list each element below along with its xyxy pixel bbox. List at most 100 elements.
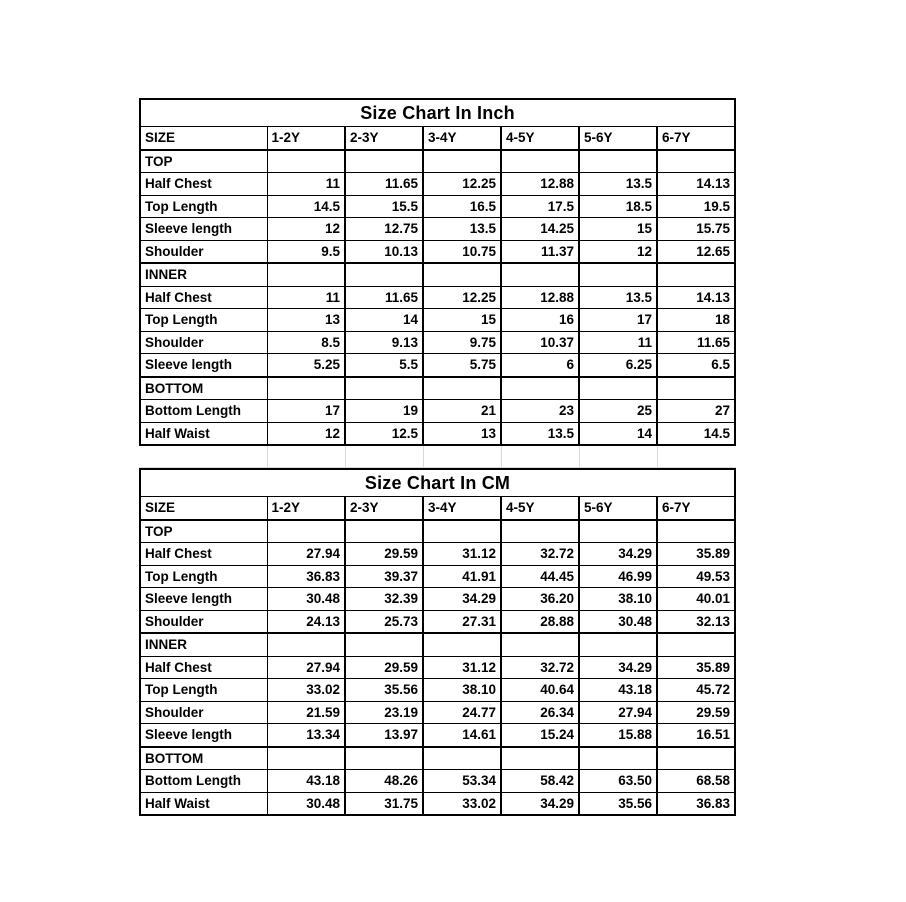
value-cell: 18 <box>655 308 736 332</box>
value-cell <box>344 375 424 400</box>
value-cell: 11 <box>578 330 658 354</box>
value-cell: 15.24 <box>500 723 580 747</box>
section-label-cell: BOTTOM <box>139 375 268 400</box>
row-label-cell: Top Length <box>139 678 268 702</box>
value-cell <box>344 745 424 770</box>
value-cell <box>578 148 658 173</box>
section-row: BOTTOM <box>139 745 736 770</box>
size-chart-inch-table: Size Chart In Inch SIZE 1-2Y 2-3Y 3-4Y 4-5Y 5-… <box>139 98 737 446</box>
value-cell: 14.61 <box>422 723 502 747</box>
value-cell: 31.75 <box>344 791 424 816</box>
row-label-cell: Half Waist <box>139 421 268 446</box>
value-cell: 35.89 <box>655 542 736 566</box>
table-row: Bottom Length 43.18 48.26 53.34 58.42 63.50 68… <box>139 769 736 793</box>
value-cell: 14.5 <box>266 194 346 218</box>
value-cell: 16.5 <box>422 194 502 218</box>
gridline-cell <box>346 446 424 467</box>
value-cell <box>266 375 346 400</box>
table-row: Sleeve length 13.34 13.97 14.61 15.24 15.88 16… <box>139 723 736 747</box>
spreadsheet-gridline-gap <box>139 446 736 468</box>
value-cell: 6.5 <box>655 353 736 377</box>
value-cell: 13.5 <box>500 421 580 446</box>
value-cell: 12 <box>266 421 346 446</box>
value-cell: 5.25 <box>266 353 346 377</box>
value-cell: 11.65 <box>655 330 736 354</box>
value-cell <box>655 148 736 173</box>
value-cell: 8.5 <box>266 330 346 354</box>
value-cell: 34.29 <box>500 791 580 816</box>
value-cell: 25.73 <box>344 609 424 634</box>
value-cell: 40.01 <box>655 587 736 611</box>
size-column-header-cell: SIZE <box>139 496 268 521</box>
value-cell: 14 <box>578 421 658 446</box>
value-cell <box>422 375 502 400</box>
table-row: Top Length 14.5 15.5 16.5 17.5 18.5 19.5 <box>139 194 736 218</box>
value-cell: 5.5 <box>344 353 424 377</box>
section-row: BOTTOM <box>139 375 736 400</box>
value-cell: 35.56 <box>344 678 424 702</box>
value-cell: 5.75 <box>422 353 502 377</box>
section-label-cell: BOTTOM <box>139 745 268 770</box>
value-cell <box>344 518 424 543</box>
gridline-cell <box>268 446 346 467</box>
table-row: Top Length 36.83 39.37 41.91 44.45 46.99 49.53 <box>139 564 736 588</box>
value-cell: 12.65 <box>655 239 736 264</box>
size-column-header-cell: SIZE <box>139 126 268 151</box>
value-cell: 12.88 <box>500 172 580 196</box>
value-cell: 29.59 <box>344 542 424 566</box>
value-cell <box>422 518 502 543</box>
age-column-header-cell: 5-6Y <box>578 126 658 151</box>
value-cell: 13 <box>266 308 346 332</box>
table-row: Shoulder 24.13 25.73 27.31 28.88 30.48 32.13 <box>139 609 736 634</box>
age-column-header-cell: 3-4Y <box>422 496 502 521</box>
value-cell: 15.5 <box>344 194 424 218</box>
value-cell: 10.13 <box>344 239 424 264</box>
value-cell <box>266 745 346 770</box>
row-label-cell: Bottom Length <box>139 399 268 423</box>
table-row: Half Chest 11 11.65 12.25 12.88 13.5 14.13 <box>139 285 736 309</box>
value-cell: 26.34 <box>500 700 580 724</box>
value-cell <box>655 632 736 657</box>
gridline-cell <box>424 446 502 467</box>
value-cell: 12.75 <box>344 217 424 241</box>
value-cell: 12 <box>578 239 658 264</box>
row-label-cell: Sleeve length <box>139 217 268 241</box>
age-column-header-cell: 6-7Y <box>655 496 736 521</box>
value-cell: 11 <box>266 172 346 196</box>
gridline-cell <box>502 446 580 467</box>
value-cell: 27.94 <box>266 655 346 679</box>
value-cell: 33.02 <box>266 678 346 702</box>
row-label-cell: Sleeve length <box>139 723 268 747</box>
value-cell: 36.83 <box>266 564 346 588</box>
section-label-cell: TOP <box>139 518 268 543</box>
value-cell: 30.48 <box>578 609 658 634</box>
value-cell: 35.56 <box>578 791 658 816</box>
value-cell <box>266 148 346 173</box>
value-cell: 24.13 <box>266 609 346 634</box>
value-cell: 43.18 <box>578 678 658 702</box>
value-cell <box>655 518 736 543</box>
value-cell: 44.45 <box>500 564 580 588</box>
value-cell: 21.59 <box>266 700 346 724</box>
age-column-header-cell: 4-5Y <box>500 496 580 521</box>
size-chart-sheet: Size Chart In Inch SIZE 1-2Y 2-3Y 3-4Y 4-5Y 5-… <box>139 98 737 816</box>
row-label-cell: Half Chest <box>139 542 268 566</box>
row-label-cell: Shoulder <box>139 330 268 354</box>
value-cell <box>578 262 658 287</box>
row-label-cell: Top Length <box>139 308 268 332</box>
value-cell <box>422 745 502 770</box>
row-label-cell: Shoulder <box>139 239 268 264</box>
value-cell <box>578 745 658 770</box>
row-label-cell: Half Chest <box>139 285 268 309</box>
value-cell <box>500 632 580 657</box>
row-label-cell: Sleeve length <box>139 587 268 611</box>
value-cell <box>655 745 736 770</box>
value-cell: 41.91 <box>422 564 502 588</box>
value-cell: 32.72 <box>500 655 580 679</box>
value-cell: 17 <box>266 399 346 423</box>
value-cell: 10.37 <box>500 330 580 354</box>
value-cell: 15 <box>422 308 502 332</box>
value-cell <box>344 262 424 287</box>
value-cell: 27 <box>655 399 736 423</box>
value-cell: 32.13 <box>655 609 736 634</box>
